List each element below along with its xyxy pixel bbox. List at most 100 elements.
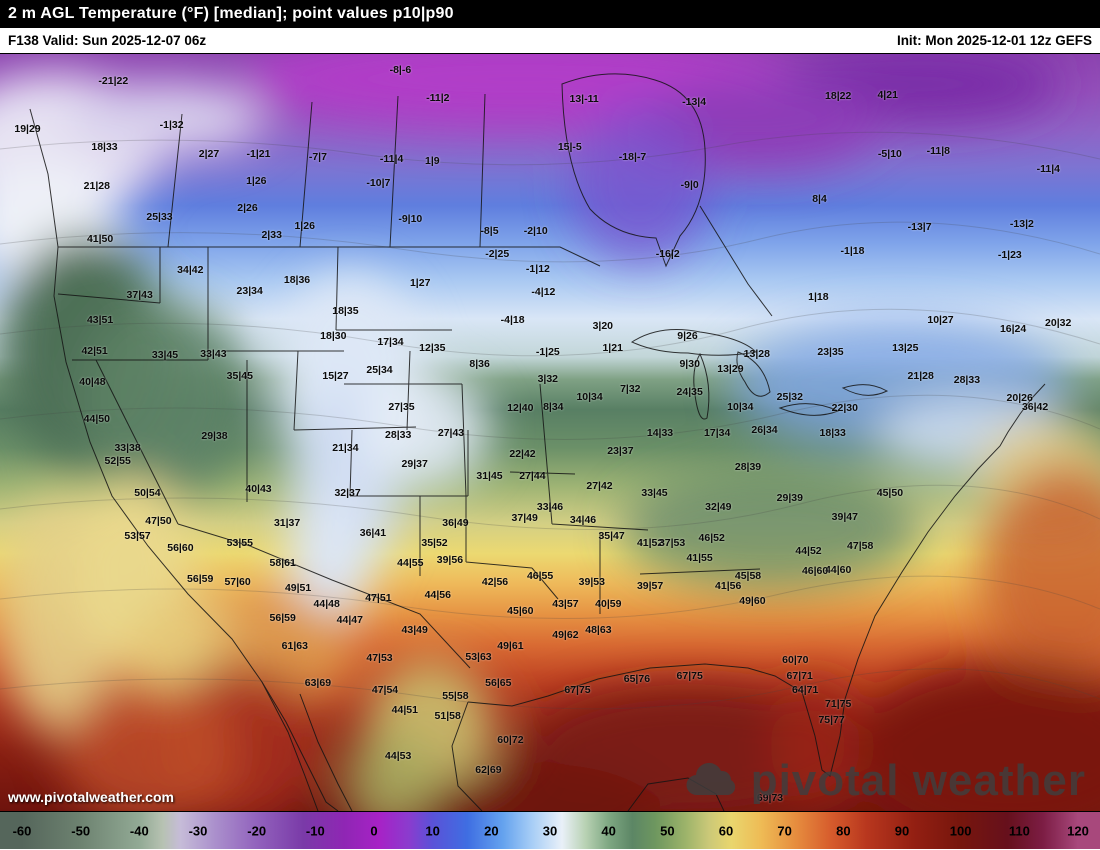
mexico-yucatan-coastline: [451, 701, 725, 811]
point-value: 13|-11: [569, 92, 599, 105]
point-value: 52|55: [104, 454, 131, 467]
point-value: 10|27: [927, 314, 954, 327]
point-value: 9|30: [679, 357, 700, 370]
point-value: -16|2: [655, 247, 680, 260]
lake-huron: [736, 351, 771, 397]
temperature-field: [0, 54, 1100, 811]
point-value: 39|47: [831, 510, 858, 523]
point-value: -11|4: [1036, 162, 1060, 175]
point-value: 18|35: [332, 304, 359, 317]
geo-borders: [29, 73, 1046, 811]
point-value: 31|45: [476, 470, 503, 483]
point-value: -21|22: [98, 75, 129, 87]
point-value: -13|4: [682, 95, 707, 108]
point-value: 12|40: [507, 402, 534, 415]
point-value: 43|57: [552, 597, 579, 610]
point-value: 25|32: [776, 390, 803, 403]
point-value: 49|62: [552, 629, 579, 642]
lake-erie: [778, 403, 840, 416]
point-value: 2|27: [198, 147, 220, 160]
point-value: -9|10: [398, 212, 423, 225]
colorbar-tick: 70: [777, 823, 792, 838]
point-value: 23|37: [607, 444, 634, 457]
colorbar-tick: 110: [1008, 823, 1030, 838]
colorbar: -60 -50 -40 -30 -20 -10 0 10 20 30 40 50 60 70 80 90 100…: [0, 811, 1100, 849]
point-value: 36|49: [442, 517, 469, 530]
point-value: 17|34: [377, 336, 404, 349]
title-bar: 2 m AGL Temperature (°F) [median]; point…: [0, 0, 1100, 28]
point-value: 15|27: [322, 370, 349, 383]
point-value: 44|50: [83, 412, 110, 425]
point-value: 45|60: [507, 604, 534, 617]
point-value: 50|54: [134, 486, 161, 499]
point-value: -13|7: [907, 220, 932, 233]
colorbar-tick: 10: [425, 823, 440, 838]
point-value: 60|72: [497, 733, 524, 746]
point-value: 56|60: [167, 542, 194, 555]
brand-watermark: pivotal weather: [683, 759, 1086, 803]
point-value: 8|34: [543, 400, 564, 413]
point-value: 8|36: [469, 357, 490, 370]
colorbar-tick: -40: [129, 823, 149, 838]
point-value: 20|26: [1006, 392, 1033, 405]
point-value: -1|18: [840, 244, 865, 257]
point-value: 41|50: [86, 233, 114, 246]
colorbar-tick: 30: [542, 823, 558, 838]
point-value: 39|57: [636, 579, 664, 592]
colorbar-tick: 90: [894, 823, 910, 838]
point-value: 29|37: [401, 457, 428, 470]
point-value: 46|60: [801, 564, 829, 577]
point-value: 33|38: [114, 442, 141, 455]
us-canada-border: [58, 246, 601, 267]
point-value: 18|33: [819, 427, 846, 439]
point-value: 10|34: [576, 390, 603, 403]
page-title: 2 m AGL Temperature (°F) [median]; point…: [8, 5, 454, 22]
point-value: 62|69: [475, 763, 502, 776]
point-value: 22|30: [831, 402, 858, 415]
point-value: 58|61: [269, 557, 296, 570]
point-value: 22|42: [509, 447, 536, 460]
point-value: -1|23: [997, 249, 1022, 262]
point-value: 32|49: [705, 500, 732, 513]
point-value: 3|20: [592, 319, 614, 332]
point-value: -4|18: [500, 314, 525, 327]
point-value: 24|35: [676, 385, 703, 398]
colorbar-tick: 20: [484, 823, 499, 838]
point-value: 4|21: [877, 88, 898, 101]
point-value: 44|47: [336, 613, 363, 626]
point-value: 31|37: [273, 517, 301, 530]
point-value: 1|21: [602, 342, 623, 355]
point-value: 18|33: [91, 140, 118, 153]
point-value: 47|54: [371, 683, 399, 696]
point-value: 36|42: [1021, 400, 1049, 413]
point-value: 37|53: [658, 536, 686, 549]
point-value: 53|57: [124, 529, 151, 542]
point-value: 40|48: [79, 375, 106, 388]
point-value: 53|63: [465, 650, 492, 663]
point-value: 45|50: [876, 486, 904, 499]
point-value: 42|56: [481, 575, 509, 588]
point-value: 29|39: [776, 492, 803, 505]
lake-superior: [630, 329, 758, 356]
gulf-atlantic-coastline: [467, 383, 1046, 777]
point-value: -4|12: [531, 285, 556, 298]
point-value: 2|26: [237, 202, 258, 215]
point-value: 33|43: [200, 347, 227, 360]
point-value: 60|70: [782, 654, 809, 667]
temperature-anomaly-blobs: [0, 54, 1100, 811]
point-value: 12|35: [419, 342, 446, 355]
point-value: 29|38: [201, 430, 228, 443]
point-value: -11|8: [926, 144, 950, 157]
point-value: 26|34: [751, 423, 778, 436]
valid-time-label: F138 Valid: Sun 2025-12-07 06z: [8, 33, 207, 48]
pacific-coastline: [29, 108, 319, 811]
point-value: -1|25: [535, 345, 560, 358]
point-value: 40|43: [245, 482, 272, 495]
point-value: 49|51: [284, 582, 312, 595]
point-value: 64|71: [792, 683, 819, 696]
point-value: -8|5: [480, 224, 499, 237]
colorbar-tick: 40: [601, 823, 616, 838]
point-value: 56|65: [485, 676, 512, 689]
point-value: 21|34: [332, 442, 359, 455]
point-value: 33|46: [536, 500, 564, 513]
